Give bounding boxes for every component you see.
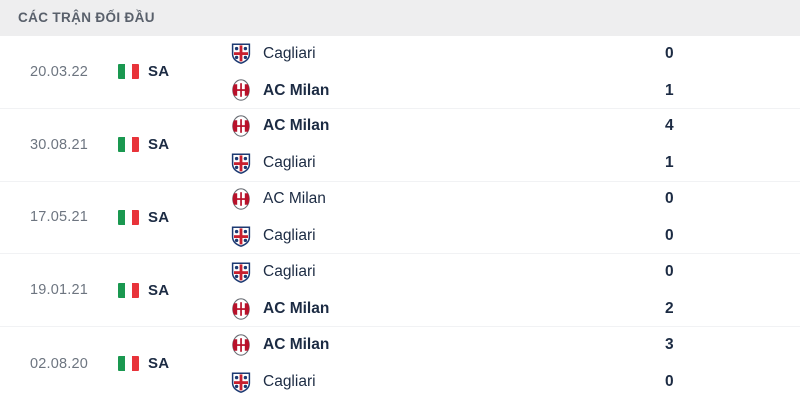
score-line: 2	[665, 298, 674, 320]
team-score: 0	[665, 190, 674, 208]
competition-cell[interactable]: SA	[118, 355, 218, 372]
team-name: Cagliari	[263, 263, 316, 281]
team-score: 0	[665, 263, 674, 281]
team-line[interactable]: AC Milan	[230, 79, 610, 102]
teams-cell: Cagliari AC Milan	[218, 42, 610, 102]
team-name: AC Milan	[263, 117, 330, 135]
competition-code: SA	[148, 63, 170, 81]
teams-cell: Cagliari AC Milan	[218, 261, 610, 320]
competition-cell[interactable]: SA	[118, 136, 218, 153]
italy-flag-icon	[118, 282, 139, 298]
score-line: 1	[665, 79, 674, 101]
competition-code: SA	[148, 355, 170, 373]
competition-cell[interactable]: SA	[118, 63, 218, 80]
competition-code: SA	[148, 281, 170, 299]
team-line[interactable]: AC Milan	[230, 115, 610, 137]
team-name: AC Milan	[263, 81, 330, 99]
ac-milan-crest-icon	[232, 334, 250, 356]
table-row[interactable]: 17.05.21 SA AC Milan Cagliari 0 0	[0, 181, 800, 255]
match-list: 20.03.22 SA Cagliari AC Milan 0 1 30.08.21 SA AC…	[0, 36, 800, 400]
team-name: AC Milan	[263, 300, 330, 318]
team-score: 3	[665, 336, 674, 354]
teams-cell: AC Milan Cagliari	[218, 188, 610, 247]
ac-milan-crest-icon	[232, 298, 250, 320]
table-row[interactable]: 02.08.20 SA AC Milan Cagliari 3 0	[0, 327, 800, 400]
team-line[interactable]: AC Milan	[230, 188, 610, 210]
team-line[interactable]: Cagliari	[230, 42, 610, 65]
team-line[interactable]: Cagliari	[230, 152, 610, 175]
ac-milan-crest-icon	[232, 79, 250, 102]
teams-cell: AC Milan Cagliari	[218, 115, 610, 175]
match-date: 02.08.20	[29, 355, 89, 372]
team-name: Cagliari	[263, 154, 316, 172]
table-row[interactable]: 19.01.21 SA Cagliari AC Milan 0 2	[0, 254, 800, 328]
competition-cell[interactable]: SA	[118, 282, 218, 299]
cagliari-crest-icon	[231, 43, 251, 65]
competition-code: SA	[148, 208, 170, 226]
team-score: 2	[665, 300, 674, 318]
italy-flag-icon	[118, 209, 139, 225]
team-name: Cagliari	[263, 44, 316, 62]
score-line: 4	[665, 115, 674, 137]
competition-code: SA	[148, 136, 170, 154]
match-date: 19.01.21	[29, 282, 89, 299]
team-line[interactable]: AC Milan	[230, 334, 610, 356]
team-name: AC Milan	[263, 336, 330, 354]
score-line: 0	[665, 261, 674, 283]
cagliari-crest-icon	[231, 372, 251, 394]
page-title: CÁC TRẬN ĐỐI ĐẦU	[18, 10, 155, 26]
ac-milan-crest-icon	[232, 188, 250, 210]
team-name: AC Milan	[263, 190, 326, 208]
team-score: 4	[665, 117, 674, 135]
team-line[interactable]: AC Milan	[230, 298, 610, 320]
team-score: 0	[665, 227, 674, 245]
team-score: 0	[665, 373, 674, 391]
italy-flag-icon	[118, 137, 139, 153]
match-date: 30.08.21	[29, 136, 89, 153]
team-score: 1	[665, 81, 674, 99]
cagliari-crest-icon	[231, 262, 251, 283]
panel-header: CÁC TRẬN ĐỐI ĐẦU	[0, 0, 800, 36]
score-line: 0	[665, 42, 674, 64]
team-line[interactable]: Cagliari	[230, 261, 610, 283]
score-line: 1	[665, 152, 674, 174]
table-row[interactable]: 30.08.21 SA AC Milan Cagliari 4 1	[0, 108, 800, 182]
table-row[interactable]: 20.03.22 SA Cagliari AC Milan 0 1	[0, 36, 800, 109]
team-line[interactable]: Cagliari	[230, 371, 610, 394]
team-score: 0	[665, 44, 674, 62]
team-line[interactable]: Cagliari	[230, 225, 610, 247]
score-line: 0	[665, 188, 674, 210]
score-line: 3	[665, 334, 674, 356]
teams-cell: AC Milan Cagliari	[218, 334, 610, 394]
score-line: 0	[665, 225, 674, 247]
match-date: 17.05.21	[29, 209, 89, 226]
cagliari-crest-icon	[231, 226, 251, 247]
team-name: Cagliari	[263, 373, 316, 391]
team-score: 1	[665, 154, 674, 172]
italy-flag-icon	[118, 356, 139, 372]
match-date: 20.03.22	[29, 63, 89, 80]
ac-milan-crest-icon	[232, 115, 250, 137]
score-line: 0	[665, 371, 674, 393]
competition-cell[interactable]: SA	[118, 209, 218, 226]
team-name: Cagliari	[263, 227, 316, 245]
cagliari-crest-icon	[231, 153, 251, 175]
italy-flag-icon	[118, 64, 139, 80]
